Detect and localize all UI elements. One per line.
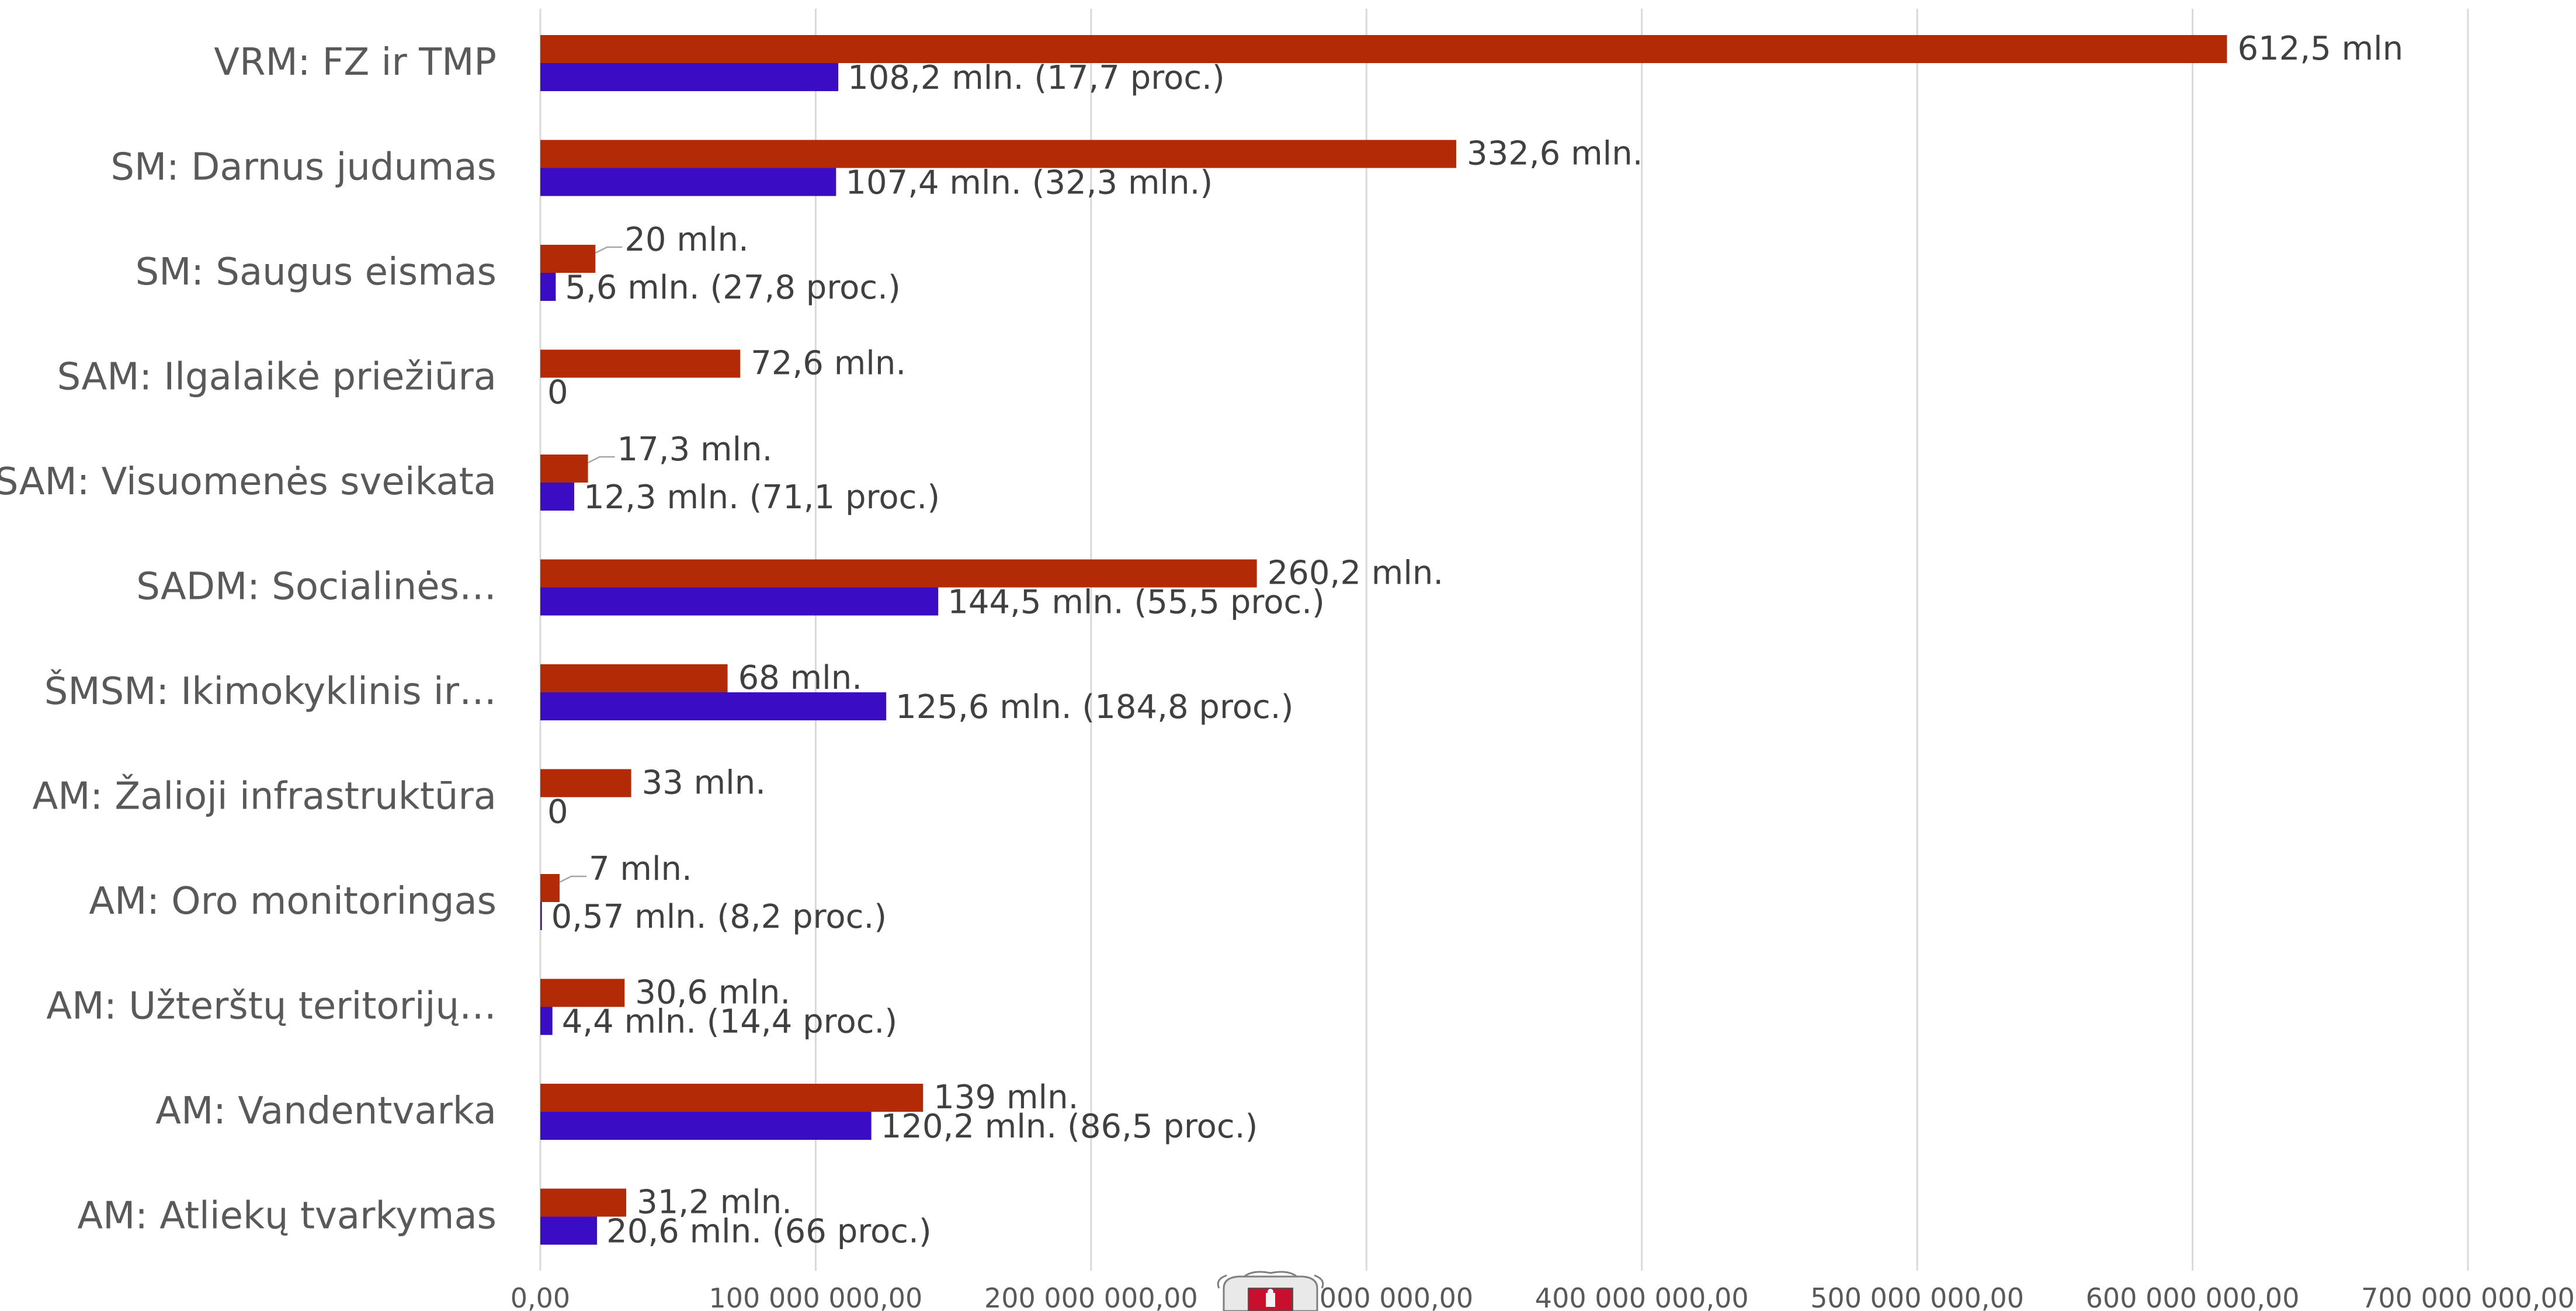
category-label: ŠMSM: Ikimokyklinis ir… bbox=[44, 669, 497, 713]
data-label-series-1: 17,3 mln. bbox=[617, 431, 773, 469]
x-tick-label: 600 000 000,00 bbox=[2086, 1282, 2300, 1311]
data-label-series-1: 20 mln. bbox=[624, 221, 748, 259]
x-axis-tick-labels: 0,00 100 000 000,00 200 000 000,00 300 000 … bbox=[511, 1282, 2575, 1311]
bar-series-1 bbox=[540, 559, 1257, 588]
leader-line bbox=[588, 456, 615, 464]
bar-series-2 bbox=[540, 168, 836, 196]
category-label: AM: Oro monitoringas bbox=[89, 880, 497, 923]
bar-series-1 bbox=[540, 979, 625, 1007]
bar-series-2 bbox=[540, 1007, 553, 1035]
bar-series-1 bbox=[540, 664, 728, 692]
data-label-series-2: 0,57 mln. (8,2 proc.) bbox=[551, 898, 887, 936]
bar-series-1 bbox=[540, 140, 1456, 168]
category-label: AM: Užterštų teritorijų… bbox=[46, 985, 497, 1028]
category-label: SM: Saugus eismas bbox=[136, 251, 497, 294]
data-label-series-1: 72,6 mln. bbox=[751, 345, 906, 383]
data-label-series-1: 260,2 mln. bbox=[1268, 554, 1444, 592]
category-label: SADM: Socialinės… bbox=[136, 566, 497, 609]
data-label-series-1: 33 mln. bbox=[642, 764, 766, 802]
bar-series-1 bbox=[540, 1188, 627, 1217]
data-label-series-1: 7 mln. bbox=[589, 850, 692, 888]
data-label-series-2: 12,3 mln. (71,1 proc.) bbox=[584, 478, 940, 516]
data-label-series-1: 30,6 mln. bbox=[635, 974, 790, 1012]
data-label-series-2: 0 bbox=[547, 793, 568, 831]
gridlines bbox=[539, 9, 2469, 1271]
category-labels: VRM: FZ ir TMP SM: Darnus judumas SM: Saug… bbox=[0, 41, 497, 1238]
bars bbox=[540, 35, 2227, 1245]
data-label-series-2: 144,5 mln. (55,5 proc.) bbox=[947, 584, 1325, 622]
leader-line bbox=[559, 875, 586, 883]
category-label: AM: Vandentvarka bbox=[155, 1090, 497, 1133]
bar-series-1 bbox=[540, 35, 2227, 63]
data-label-series-2: 108,2 mln. (17,7 proc.) bbox=[848, 59, 1225, 97]
category-label: SAM: Visuomenės sveikata bbox=[0, 460, 497, 504]
data-label-series-2: 107,4 mln. (32,3 mln.) bbox=[845, 164, 1213, 202]
data-label-series-2: 20,6 mln. (66 proc.) bbox=[606, 1213, 932, 1251]
leader-lines bbox=[559, 246, 623, 883]
data-label-series-1: 31,2 mln. bbox=[637, 1184, 792, 1222]
data-label-series-2: 4,4 mln. (14,4 proc.) bbox=[562, 1003, 897, 1041]
data-label-series-2: 0 bbox=[547, 374, 568, 412]
data-labels: 612,5 mln 108,2 mln. (17,7 proc.) 332,6 ml… bbox=[547, 30, 2403, 1251]
data-label-series-1: 332,6 mln. bbox=[1467, 135, 1643, 173]
x-tick-label: 100 000 000,00 bbox=[709, 1282, 923, 1311]
data-label-series-1: 612,5 mln bbox=[2238, 30, 2404, 68]
data-label-series-2: 120,2 mln. (86,5 proc.) bbox=[881, 1108, 1258, 1146]
data-label-series-1: 139 mln. bbox=[933, 1078, 1078, 1116]
bar-series-2 bbox=[540, 1216, 598, 1245]
bar-series-2 bbox=[540, 1112, 872, 1140]
bar-series-1 bbox=[540, 349, 741, 378]
category-label: AM: Žalioji infrastruktūra bbox=[32, 774, 497, 818]
category-label: SAM: Ilgalaikė priežiūra bbox=[57, 356, 497, 399]
bar-series-2 bbox=[540, 692, 887, 720]
x-tick-label: 500 000 000,00 bbox=[1810, 1282, 2024, 1311]
x-tick-label: 700 000 000,00 bbox=[2361, 1282, 2575, 1311]
bar-series-1 bbox=[540, 1084, 924, 1112]
bar-series-1 bbox=[540, 769, 631, 797]
bar-series-2 bbox=[540, 587, 939, 616]
category-label: AM: Atliekų tvarkymas bbox=[77, 1195, 497, 1238]
bar-series-2 bbox=[540, 63, 839, 91]
bar-series-1 bbox=[540, 245, 596, 273]
category-label: SM: Darnus judumas bbox=[110, 146, 497, 189]
bar-series-2 bbox=[540, 902, 542, 930]
x-tick-label: 400 000 000,00 bbox=[1535, 1282, 1749, 1311]
data-label-series-2: 125,6 mln. (184,8 proc.) bbox=[895, 688, 1293, 726]
x-tick-label: 200 000 000,00 bbox=[984, 1282, 1198, 1311]
x-tick-label: 0,00 bbox=[511, 1282, 570, 1311]
bar-series-2 bbox=[540, 273, 556, 301]
data-label-series-2: 5,6 mln. (27,8 proc.) bbox=[565, 269, 900, 307]
bar-series-1 bbox=[540, 874, 560, 902]
leader-line bbox=[595, 246, 623, 254]
data-label-series-1: 68 mln. bbox=[738, 659, 862, 697]
category-label: VRM: FZ ir TMP bbox=[214, 41, 497, 84]
coat-of-arms-emblem bbox=[1217, 1271, 1324, 1311]
bar-series-1 bbox=[540, 455, 588, 483]
bar-series-2 bbox=[540, 483, 574, 511]
